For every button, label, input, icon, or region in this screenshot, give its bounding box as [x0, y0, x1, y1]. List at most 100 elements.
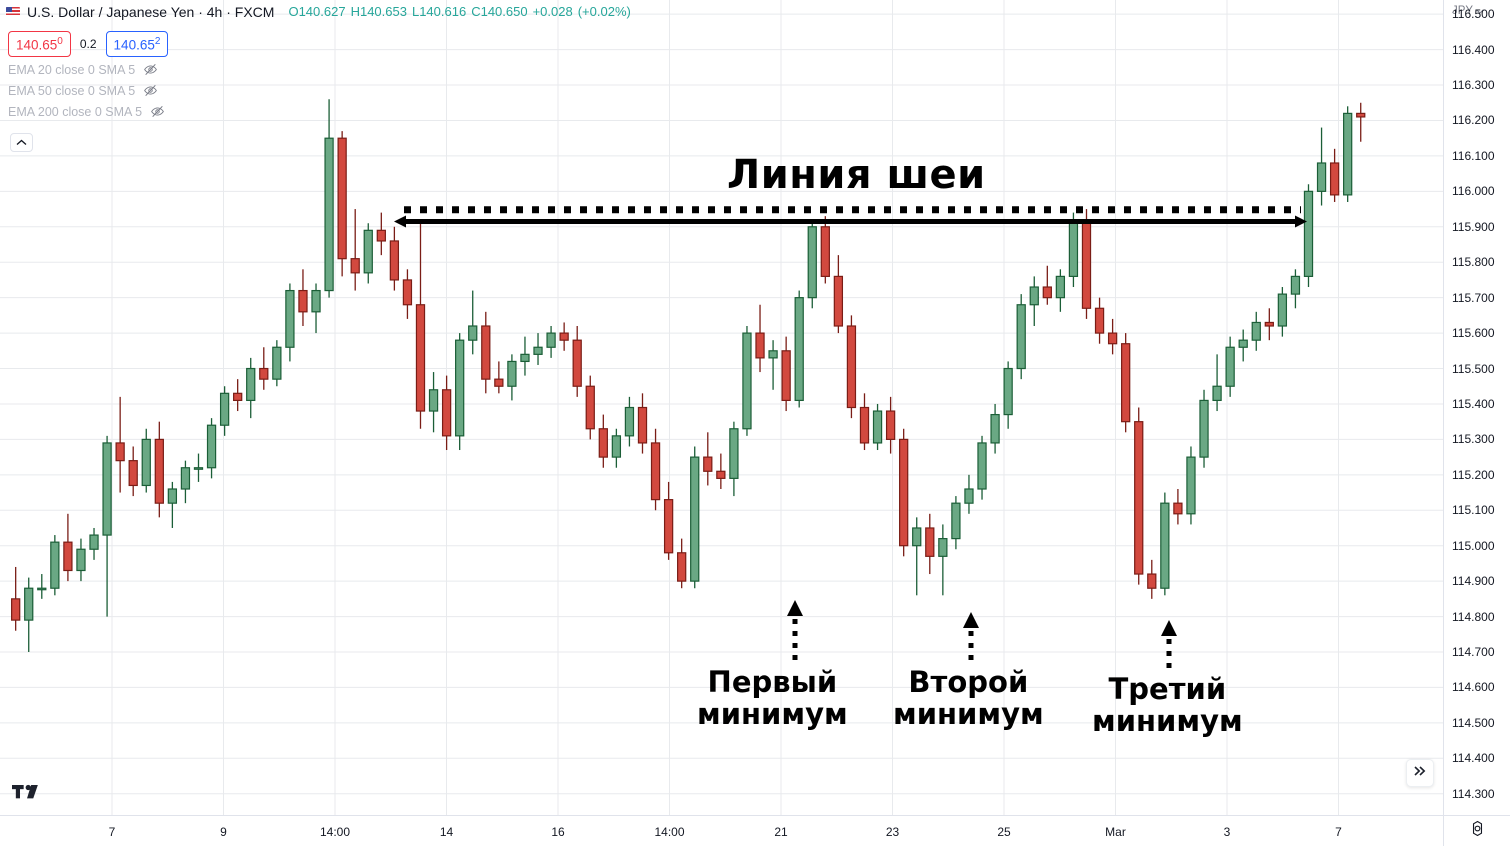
candlestick [1107, 318, 1118, 355]
double-chevron-right-icon [1413, 764, 1427, 782]
price-tick: 114.600 [1452, 680, 1495, 695]
candlestick [977, 435, 987, 500]
candlestick [820, 216, 830, 284]
candlestick [833, 255, 844, 334]
time-scale-settings[interactable] [1443, 815, 1510, 846]
price-tick: 116.000 [1452, 184, 1495, 199]
candlestick [1290, 269, 1301, 309]
candlestick [1303, 184, 1314, 288]
candlestick [546, 326, 556, 358]
scroll-to-realtime-button[interactable] [1406, 759, 1434, 787]
candlestick [1251, 311, 1261, 351]
high-value: 140.653 [359, 4, 407, 19]
candlestick [964, 474, 974, 514]
candlestick [1264, 308, 1274, 341]
candlestick [1225, 336, 1235, 397]
legend-item-ema200[interactable]: EMA 200 close 0 SMA 5 [8, 104, 165, 119]
eye-off-icon[interactable] [150, 104, 165, 119]
price-tick: 115.800 [1452, 255, 1495, 270]
legend-item-ema50[interactable]: EMA 50 close 0 SMA 5 [8, 83, 165, 98]
annotation-neckline: Линия шеи [727, 152, 986, 198]
clock-settings-icon [1469, 820, 1486, 842]
candlestick [637, 393, 648, 454]
time-tick: 16 [551, 825, 565, 839]
candlestick [337, 131, 347, 277]
price-tick: 115.500 [1452, 361, 1495, 376]
chevron-down-icon [1476, 5, 1484, 17]
candlestick [468, 290, 478, 355]
low-marker-arrow-1 [787, 600, 803, 660]
candlestick [1316, 127, 1327, 206]
bid-price-box[interactable]: 140.650 [8, 31, 71, 57]
symbol-title[interactable]: U.S. Dollar / Japanese Yen · 4h · FXCM [27, 3, 275, 20]
eye-off-icon[interactable] [143, 83, 158, 98]
ask-price-fraction: 2 [154, 36, 161, 47]
candlestick [1055, 269, 1066, 312]
candlestick [1277, 287, 1288, 337]
candlestick [141, 428, 151, 493]
candlestick [63, 513, 73, 582]
candlestick [1029, 276, 1039, 326]
candlestick [572, 326, 582, 397]
candlestick [690, 446, 700, 589]
tradingview-logo[interactable] [12, 783, 42, 807]
candlestick [1199, 389, 1209, 468]
price-tick: 115.000 [1452, 538, 1495, 553]
price-tick: 116.200 [1452, 113, 1495, 128]
candlestick [193, 453, 204, 482]
candlestick [363, 223, 373, 284]
eye-off-icon[interactable] [143, 62, 158, 77]
time-tick: 9 [220, 825, 227, 839]
candlestick [128, 446, 138, 497]
candlestick [11, 566, 21, 631]
high-label: H [350, 4, 360, 19]
price-tick: 114.400 [1452, 751, 1495, 766]
price-tick: 115.400 [1452, 396, 1495, 411]
candlestick [324, 99, 334, 298]
ask-price: 140.65 [113, 37, 155, 53]
candlestick [807, 219, 817, 309]
candlestick [115, 396, 125, 493]
candlestick [233, 379, 243, 412]
legend-collapse-button[interactable] [10, 133, 33, 152]
change-percent: (+0.02%) [577, 4, 631, 19]
candlestick [1042, 265, 1052, 305]
price-scale[interactable]: JPY 116.500 116.400 116.300 116.200 116.100 1… [1443, 0, 1510, 815]
price-tick: 115.200 [1452, 467, 1495, 482]
candlestick [677, 538, 687, 589]
candlestick [1003, 361, 1013, 429]
candlestick [89, 527, 99, 560]
us-flag-icon [6, 4, 21, 19]
time-tick: 14:00 [319, 825, 351, 839]
candlestick [50, 535, 60, 596]
chart-canvas[interactable] [0, 0, 1443, 815]
price-tick: 116.500 [1452, 7, 1495, 22]
candlestick [441, 375, 452, 451]
price-tick: 116.400 [1452, 42, 1495, 57]
candlestick [1160, 492, 1170, 596]
ask-price-box[interactable]: 140.652 [105, 31, 169, 57]
candlestick [272, 340, 282, 387]
candlestick [24, 577, 34, 652]
annotation-second-low: Второй минимум [893, 665, 1044, 732]
legend-item-ema20[interactable]: EMA 20 close 0 SMA 5 [8, 62, 165, 77]
time-tick: 3 [1223, 825, 1231, 839]
legend-label: EMA 200 close 0 SMA 5 [8, 104, 143, 119]
candlestick [167, 481, 178, 528]
currency-label: JPY [1452, 5, 1474, 17]
candlestick [389, 226, 400, 291]
spread-value: 0.2 [79, 36, 97, 51]
candlestick [415, 219, 426, 429]
candlestick [885, 396, 896, 454]
time-tick: 7 [1335, 825, 1342, 839]
chevron-up-icon [16, 139, 27, 146]
time-scale[interactable]: 7 9 14:00 14 16 14:00 21 23 25 Mar 3 7 [0, 815, 1443, 846]
low-label: L [411, 4, 420, 19]
time-tick: 7 [108, 825, 116, 839]
candlestick [781, 336, 791, 412]
candlestick [1356, 102, 1366, 142]
price-scale-currency[interactable]: JPY [1452, 5, 1484, 17]
candlestick [285, 283, 295, 362]
candlestick [742, 326, 752, 436]
